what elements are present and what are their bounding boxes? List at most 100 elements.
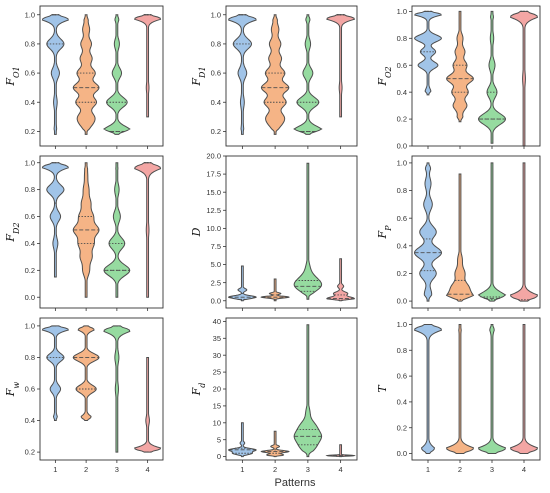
y-tick-label: 7.5	[211, 242, 221, 251]
y-tick-label: 0.4	[397, 88, 407, 97]
y-tick-label: 0.4	[25, 416, 35, 425]
violin-pattern-4	[134, 356, 162, 453]
y-tick-label: 0.8	[397, 186, 407, 195]
axes-frame	[225, 317, 358, 461]
panel-4: 0.0 0.2 0.4 0.6 0.8 1.0 FD2	[4, 155, 164, 311]
y-tick-label: 0.2	[211, 127, 221, 136]
x-tick-label: 1	[426, 465, 430, 474]
axes-frame	[411, 155, 541, 309]
y-tick-label: 0.2	[25, 448, 35, 457]
axes-frame	[225, 155, 358, 309]
y-tick-label: 0.6	[25, 212, 35, 221]
y-tick-label: 0.0	[211, 296, 221, 305]
y-axis-label: T	[376, 384, 389, 393]
y-tick-label: 1.0	[25, 321, 35, 330]
y-tick-label: 0.4	[25, 239, 35, 248]
violin-pattern-3	[103, 14, 131, 135]
y-tick-label: 0.2	[397, 269, 407, 278]
violin-pattern-1	[41, 162, 69, 278]
y-tick-label: 10.0	[206, 224, 221, 233]
y-tick-label: 2.5	[211, 278, 221, 287]
y-tick-label: 0.4	[25, 98, 35, 107]
x-tick-label: 2	[273, 465, 277, 474]
y-tick-label: 0.8	[397, 346, 407, 355]
violin-pattern-1	[227, 14, 257, 135]
y-tick-label: 35	[213, 334, 221, 343]
y-axis-label: FP	[376, 225, 393, 240]
y-axis-label: Fw	[4, 382, 21, 398]
x-tick-label: 4	[146, 465, 150, 474]
y-tick-label: 1.0	[211, 10, 221, 19]
y-tick-label: 0.0	[397, 142, 407, 151]
axes-frame	[411, 317, 541, 461]
violin-pattern-4	[326, 258, 356, 302]
violin-pattern-3	[293, 324, 323, 458]
violin-pattern-4	[326, 14, 356, 118]
violin-pattern-3	[478, 10, 506, 144]
x-tick-label: 2	[458, 465, 462, 474]
x-tick-label: 4	[339, 465, 343, 474]
violin-pattern-3	[477, 323, 507, 455]
y-tick-label: 0.4	[397, 241, 407, 250]
y-tick-label: 0.8	[25, 353, 35, 362]
y-tick-label: 0.2	[25, 266, 35, 275]
x-tick-label: 3	[306, 465, 310, 474]
x-tick-label: 3	[490, 465, 494, 474]
y-tick-label: 0.6	[211, 69, 221, 78]
y-tick-label: 10	[213, 418, 221, 427]
violin-pattern-4	[134, 14, 162, 118]
violin-pattern-2	[72, 325, 100, 422]
y-axis-label: FD1	[190, 66, 207, 86]
panel-9: 0.0 0.2 0.4 0.6 0.8 1.0 1 2 3 4 T	[376, 317, 541, 474]
y-tick-label: 15	[213, 402, 221, 411]
violin-pattern-4	[509, 162, 539, 302]
y-tick-label: 0.6	[397, 372, 407, 381]
x-tick-label: 1	[53, 465, 57, 474]
y-tick-label: 0.0	[397, 449, 407, 458]
y-tick-label: 0.6	[397, 61, 407, 70]
y-tick-label: 1.0	[397, 7, 407, 16]
y-tick-label: 40	[213, 317, 221, 326]
y-tick-label: 12.5	[206, 206, 221, 215]
panel-3: 0.0 0.2 0.4 0.6 0.8 1.0 FO2	[376, 5, 541, 151]
y-tick-label: 0.2	[397, 423, 407, 432]
violin-pattern-1	[414, 162, 442, 302]
y-tick-label: 0.2	[397, 115, 407, 124]
violin-pattern-1	[41, 325, 69, 422]
y-tick-label: 0.6	[397, 214, 407, 223]
x-tick-label: 1	[240, 465, 244, 474]
violin-pattern-2	[446, 10, 474, 123]
y-axis-label: FO2	[376, 66, 393, 86]
y-tick-label: 0.6	[25, 385, 35, 394]
axes-frame	[225, 5, 358, 147]
violin-pattern-1	[413, 10, 443, 96]
y-tick-label: 1.0	[397, 320, 407, 329]
y-tick-label: 20	[213, 385, 221, 394]
panel-6: 0.0 0.2 0.4 0.6 0.8 1.0 FP	[376, 155, 541, 311]
violin-pattern-4	[509, 323, 539, 455]
violin-pattern-2	[72, 14, 100, 135]
y-tick-label: 0.8	[25, 40, 35, 49]
y-tick-label: 17.5	[206, 170, 221, 179]
y-tick-label: 15.0	[206, 188, 221, 197]
violin-pattern-4	[509, 10, 539, 147]
y-tick-label: 0.4	[211, 98, 221, 107]
y-tick-label: 0.4	[397, 398, 407, 407]
violin-pattern-1	[41, 14, 69, 135]
y-tick-label: 0.0	[397, 297, 407, 306]
y-axis-label: FO1	[4, 66, 21, 86]
y-tick-label: 0.2	[25, 127, 35, 136]
axes-frame	[39, 155, 164, 309]
x-tick-label: 4	[522, 465, 526, 474]
y-tick-label: 0.8	[397, 34, 407, 43]
y-tick-label: 0.8	[25, 185, 35, 194]
axes-frame	[39, 317, 164, 461]
panel-8: 0 5 10 15 20 25 30 35 40 1 2 3 4 Fd	[190, 317, 358, 474]
violin-pattern-3	[293, 14, 323, 135]
panel-7: 0.2 0.4 0.6 0.8 1.0 1 2 3 4 Fw	[4, 317, 164, 474]
violin-pattern-2	[445, 323, 475, 455]
y-tick-label: 20.0	[206, 152, 221, 161]
violin-pattern-4	[134, 162, 162, 298]
violin-pattern-1	[228, 422, 257, 458]
